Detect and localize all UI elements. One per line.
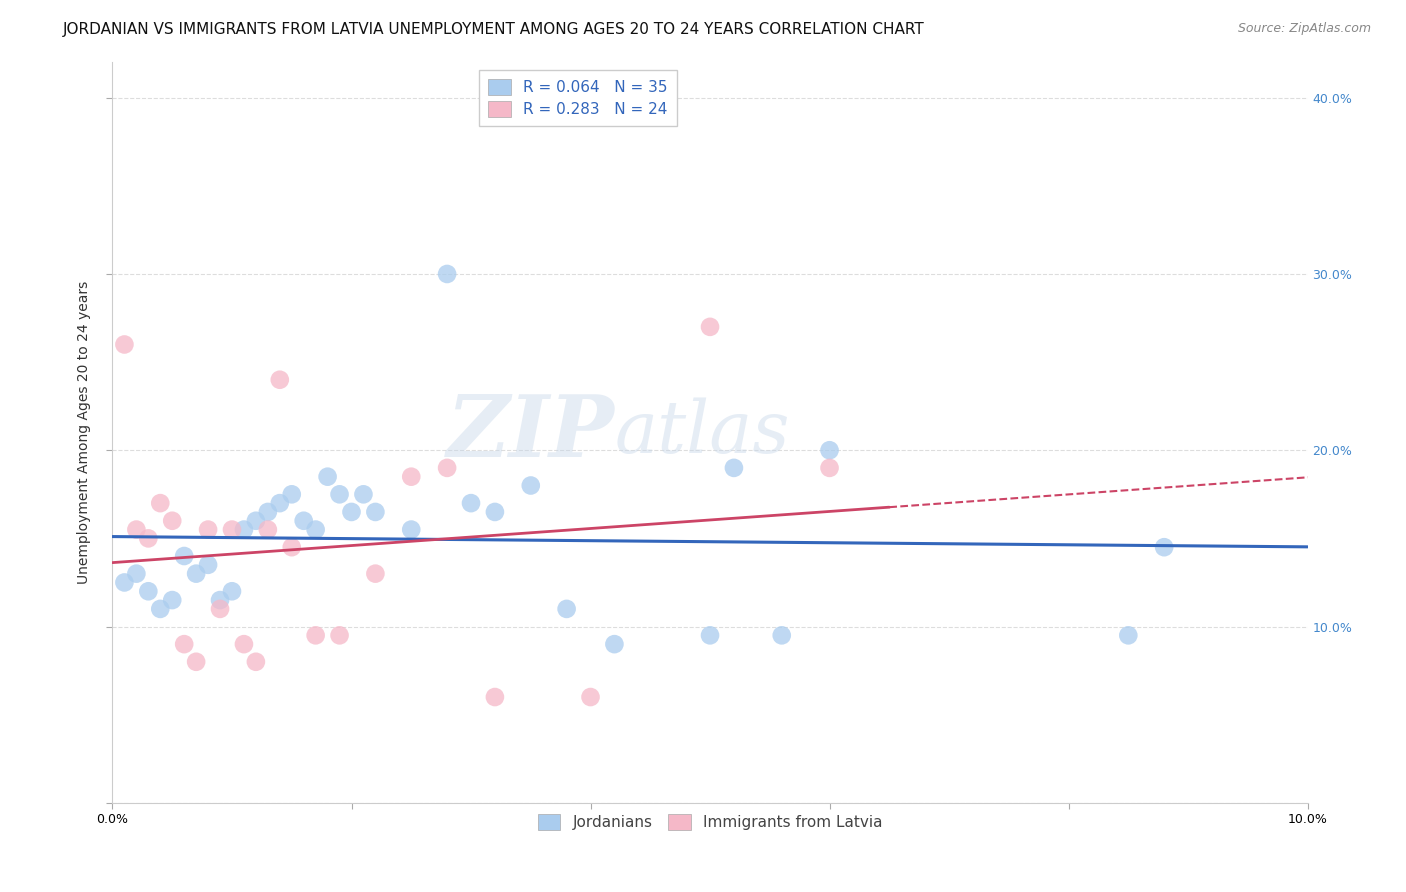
Point [305, 523, 328, 537]
Point [257, 523, 280, 537]
Point [329, 487, 352, 501]
Point [114, 337, 135, 351]
Point [364, 505, 387, 519]
Point [364, 566, 387, 581]
Point [257, 505, 280, 519]
Point [484, 505, 506, 519]
Point [603, 637, 626, 651]
Point [353, 487, 375, 501]
Point [186, 566, 208, 581]
Point [209, 593, 232, 607]
Point [162, 593, 183, 607]
Y-axis label: Unemployment Among Ages 20 to 24 years: Unemployment Among Ages 20 to 24 years [77, 281, 91, 584]
Text: atlas: atlas [614, 397, 790, 468]
Point [138, 584, 160, 599]
Text: JORDANIAN VS IMMIGRANTS FROM LATVIA UNEMPLOYMENT AMONG AGES 20 TO 24 YEARS CORRE: JORDANIAN VS IMMIGRANTS FROM LATVIA UNEM… [63, 22, 925, 37]
Point [173, 637, 195, 651]
Point [699, 628, 721, 642]
Point [125, 523, 148, 537]
Point [162, 514, 183, 528]
Point [233, 523, 256, 537]
Point [281, 540, 304, 554]
Text: ZIP: ZIP [447, 391, 614, 475]
Point [818, 443, 841, 458]
Point [221, 584, 243, 599]
Point [723, 461, 745, 475]
Point [186, 655, 208, 669]
Point [114, 575, 135, 590]
Legend: Jordanians, Immigrants from Latvia: Jordanians, Immigrants from Latvia [529, 805, 891, 839]
Point [401, 469, 423, 483]
Point [125, 566, 148, 581]
Point [281, 487, 304, 501]
Point [436, 267, 458, 281]
Point [197, 523, 219, 537]
Point [149, 496, 172, 510]
Point [555, 602, 578, 616]
Point [305, 628, 328, 642]
Point [233, 637, 256, 651]
Point [1153, 540, 1175, 554]
Point [245, 655, 267, 669]
Point [460, 496, 482, 510]
Point [436, 461, 458, 475]
Point [138, 532, 160, 546]
Point [1118, 628, 1140, 642]
Point [245, 514, 267, 528]
Point [316, 469, 339, 483]
Point [221, 523, 243, 537]
Point [520, 478, 543, 492]
Point [149, 602, 172, 616]
Point [173, 549, 195, 563]
Point [699, 319, 721, 334]
Point [269, 373, 291, 387]
Point [197, 558, 219, 572]
Point [401, 523, 423, 537]
Point [340, 505, 363, 519]
Text: Source: ZipAtlas.com: Source: ZipAtlas.com [1237, 22, 1371, 36]
Point [269, 496, 291, 510]
Point [579, 690, 602, 704]
Point [770, 628, 793, 642]
Point [329, 628, 352, 642]
Point [209, 602, 232, 616]
Point [818, 461, 841, 475]
Point [484, 690, 506, 704]
Point [292, 514, 315, 528]
